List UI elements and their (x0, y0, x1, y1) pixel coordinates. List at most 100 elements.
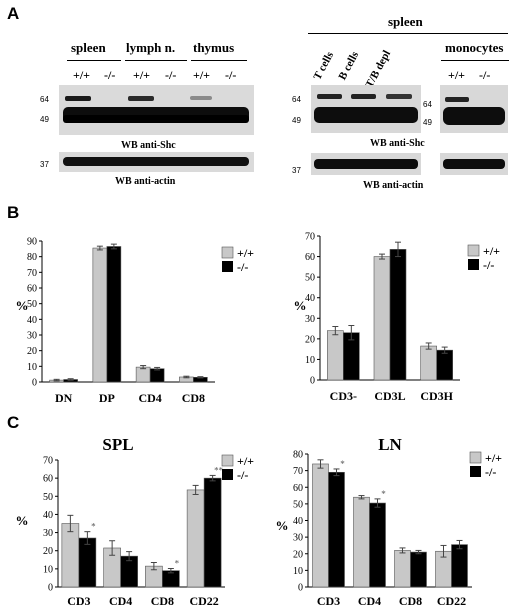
genotype-label: -/- (104, 68, 116, 82)
bar-wt (327, 330, 344, 381)
actin-blot-image (311, 153, 421, 175)
bar-ko (203, 477, 222, 588)
mw-marker-64: 64 (40, 95, 49, 104)
mw-marker-64: 64 (423, 100, 432, 109)
significance-marker: * (381, 489, 386, 499)
legend-swatch-wt (221, 454, 234, 467)
legend-label-wt: +/+ (237, 246, 254, 260)
bar-wt (92, 247, 108, 383)
legend-swatch-wt (467, 244, 480, 257)
y-tick-label: 70 (293, 466, 303, 477)
category-label: CD3- (330, 389, 357, 403)
wb-anti-actin-label: WB anti-actin (115, 176, 176, 187)
bar-wt (394, 550, 411, 588)
y-axis-label: % (276, 518, 289, 533)
genotype-label: +/+ (133, 68, 151, 82)
wb-anti-shc-label: WB anti-Shc (121, 140, 176, 151)
bar-wt (373, 256, 391, 381)
category-label: CD3H (420, 389, 453, 403)
significance-marker: * (175, 558, 180, 568)
bar-ko (106, 246, 122, 383)
chart-title: SPL (102, 435, 133, 454)
monocytes-label: monocytes (445, 40, 504, 55)
bar-wt (135, 366, 151, 383)
panel-b-label: B (7, 203, 20, 222)
chart-cd3-levels: 0 10 20 30 40 50 60 70% CD3- CD3L CD3H +/+-/- (294, 232, 501, 404)
genotype-label: -/- (479, 68, 491, 82)
bar-ko (78, 537, 97, 588)
actin-blot-image (59, 152, 254, 172)
genotype-label: +/+ (448, 68, 466, 82)
bar-wt (312, 463, 329, 588)
category-label: CD22 (189, 594, 218, 608)
y-tick-label: 60 (27, 284, 37, 295)
y-tick-label: 20 (305, 334, 315, 345)
category-label: CD22 (437, 594, 466, 608)
legend-swatch-ko (222, 469, 233, 480)
y-tick-label: 30 (27, 331, 37, 342)
category-label: CD4 (138, 391, 161, 405)
y-tick-label: 10 (27, 362, 37, 373)
y-tick-label: 30 (305, 314, 315, 325)
y-tick-label: 80 (293, 450, 303, 461)
y-tick-label: 70 (305, 232, 315, 243)
legend-label-ko: -/- (237, 468, 248, 482)
cell-type-label: T cells (311, 49, 337, 82)
genotype-label: -/- (165, 68, 177, 82)
bar-ko (436, 349, 453, 381)
tissue-lymph-label: lymph n. (126, 40, 176, 55)
y-tick-label: 40 (27, 315, 37, 326)
category-label: CD8 (399, 594, 422, 608)
legend-label-wt: +/+ (483, 244, 500, 258)
y-tick-label: 90 (27, 237, 37, 248)
legend-label-ko: -/- (237, 260, 248, 274)
tissue-thymus-label: thymus (193, 40, 235, 55)
bar-ko (389, 249, 407, 381)
bar-ko (369, 502, 386, 588)
legend-swatch-wt (221, 246, 234, 259)
y-axis-label: % (16, 298, 29, 313)
spleen-group-label: spleen (388, 14, 423, 29)
significance-marker: * (91, 522, 96, 532)
legend-swatch-ko (470, 466, 481, 477)
y-tick-label: 40 (43, 510, 53, 521)
genotype-label: +/+ (193, 68, 211, 82)
y-axis-label: % (294, 298, 307, 313)
y-tick-label: 0 (32, 378, 37, 389)
y-tick-label: 60 (293, 483, 303, 494)
cell-type-label: T/B depl (363, 48, 394, 90)
category-label: CD3 (317, 594, 340, 608)
bar-ko (451, 544, 468, 588)
y-tick-label: 10 (293, 566, 303, 577)
y-tick-label: 0 (310, 376, 315, 387)
shc-blot-image (311, 85, 421, 133)
genotype-label: -/- (225, 68, 237, 82)
y-tick-label: 20 (27, 346, 37, 357)
y-tick-label: 30 (293, 533, 303, 544)
shc-blot-image (59, 85, 254, 135)
bar-ko (149, 368, 165, 383)
monocytes-underline (441, 60, 509, 61)
y-tick-label: 50 (43, 492, 53, 503)
genotype-label: +/+ (73, 68, 91, 82)
y-tick-label: 0 (48, 583, 53, 594)
chart-title: LN (378, 435, 402, 454)
y-tick-label: 50 (293, 499, 303, 510)
category-label: CD4 (109, 594, 132, 608)
mw-marker-49: 49 (292, 116, 301, 125)
y-tick-label: 60 (43, 474, 53, 485)
category-label: CD3L (374, 389, 405, 403)
wb-anti-shc-label: WB anti-Shc (370, 138, 425, 149)
bar-ko (410, 551, 427, 588)
legend-swatch-ko (222, 261, 233, 272)
mw-marker-37: 37 (40, 160, 49, 169)
chart-thymus-subsets: 0 10 20 30 40 50 60 70 80 90% DN DP CD4 CD8 +/+-/- (16, 237, 255, 406)
spleen-group-underline (308, 33, 508, 34)
y-tick-label: 20 (293, 549, 303, 560)
legend-label-wt: +/+ (485, 451, 502, 465)
panel-c-label: C (7, 413, 20, 432)
legend-swatch-ko (468, 259, 479, 270)
y-tick-label: 20 (43, 546, 53, 557)
y-tick-label: 80 (27, 252, 37, 263)
bar-wt (61, 523, 80, 588)
